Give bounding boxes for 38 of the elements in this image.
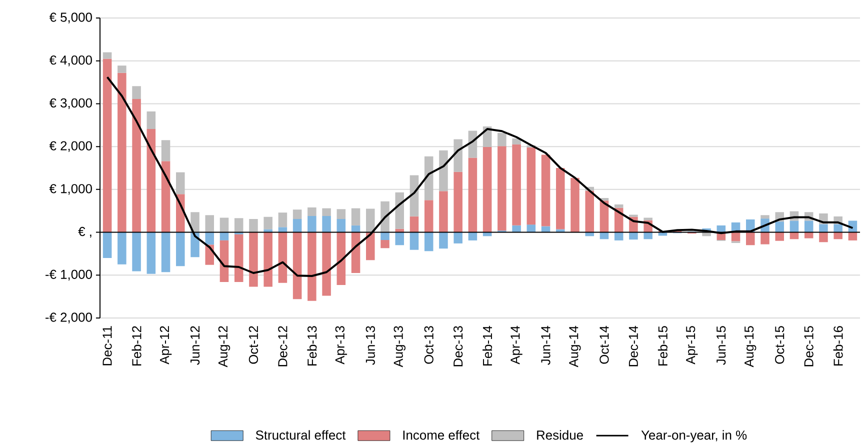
x-tick-label: Jun-14 (541, 326, 550, 365)
x-tick-label: Oct-12 (248, 326, 258, 364)
x-tick-label: Feb-13 (307, 326, 317, 366)
x-tick-label: Apr-12 (160, 326, 172, 364)
x-tick-label: Jun-12 (190, 326, 200, 365)
x-tick-label: Dec-12 (278, 326, 288, 366)
legend-label: Year-on-year, in % (641, 430, 747, 442)
y-tick-label: € 3,000 (49, 98, 92, 110)
y-tick-label: € 4,000 (49, 56, 92, 66)
y-tick-label: € 5,000 (49, 12, 92, 24)
x-tick-label: Apr-14 (510, 326, 522, 364)
x-tick-label: Jun-15 (716, 326, 726, 365)
y-tick-label: -€ 1,000 (46, 270, 92, 280)
x-tick-label: Feb-14 (482, 326, 492, 366)
x-tick-label: Feb-12 (132, 326, 142, 366)
x-tick-label: Feb-16 (833, 326, 843, 366)
x-tick-label: Aug-15 (744, 326, 756, 368)
x-tick-label: Apr-15 (686, 326, 698, 364)
x-tick-label: Aug-13 (394, 326, 406, 368)
x-tick-label: Feb-15 (658, 326, 668, 366)
legend-label: Structural effect (256, 430, 346, 440)
legend-label: Income effect (403, 430, 480, 440)
x-tick-label: Apr-13 (335, 326, 348, 364)
y-tick-label: € , (78, 226, 92, 238)
x-tick-label: Oct-13 (424, 326, 434, 364)
x-tick-label: Aug-12 (218, 326, 230, 368)
y-tick-label: € 1,000 (49, 184, 92, 195)
y-tick-label: € 2,000 (49, 141, 92, 152)
y-tick-label: -€ 2,000 (46, 312, 92, 324)
x-tick-label: Oct-14 (600, 326, 609, 364)
legend-label: Residue (537, 430, 583, 440)
x-tick-label: Aug-14 (569, 326, 581, 368)
x-tick-label: Dec-14 (628, 326, 638, 366)
x-tick-label: Dec-15 (804, 326, 814, 366)
x-tick-label: Oct-15 (775, 326, 784, 364)
x-tick-label: Dec-13 (453, 326, 463, 366)
x-tick-label: Dec-11 (102, 326, 112, 366)
x-tick-label: Jun-13 (366, 326, 375, 365)
